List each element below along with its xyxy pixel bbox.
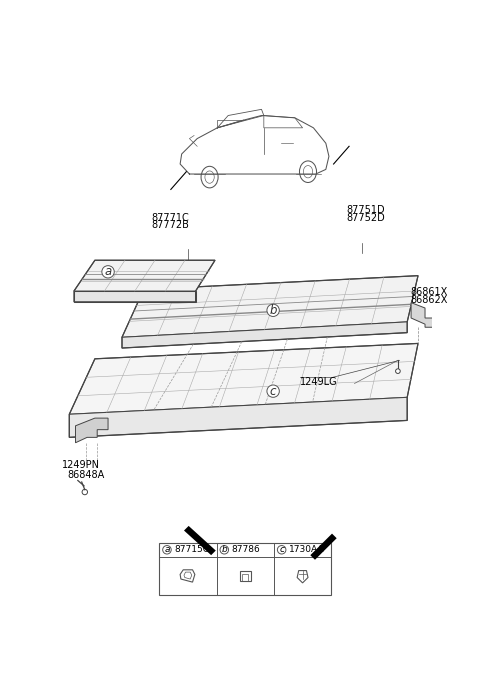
- Bar: [242, 574, 248, 581]
- Text: b: b: [269, 304, 277, 317]
- Text: 86861X: 86861X: [410, 287, 447, 297]
- Polygon shape: [74, 261, 215, 291]
- Text: c: c: [270, 385, 276, 398]
- Circle shape: [277, 545, 286, 554]
- Circle shape: [396, 369, 400, 374]
- Bar: [159, 543, 331, 595]
- Text: b: b: [221, 545, 227, 554]
- Polygon shape: [69, 397, 407, 437]
- Polygon shape: [69, 344, 418, 414]
- Text: 87752D: 87752D: [347, 213, 385, 222]
- Text: 86848A: 86848A: [68, 470, 105, 480]
- Text: 87772B: 87772B: [152, 220, 189, 230]
- Text: 87786: 87786: [231, 545, 260, 554]
- Polygon shape: [311, 534, 336, 560]
- Text: 87751D: 87751D: [347, 205, 385, 215]
- Circle shape: [163, 545, 171, 554]
- Text: 86862X: 86862X: [410, 295, 448, 305]
- Bar: [240, 570, 251, 581]
- Polygon shape: [122, 276, 418, 337]
- Text: 1249PN: 1249PN: [62, 460, 100, 471]
- Text: a: a: [105, 265, 112, 279]
- Text: 1730AA: 1730AA: [288, 545, 324, 554]
- Polygon shape: [74, 291, 196, 302]
- Text: 87715G: 87715G: [174, 545, 210, 554]
- Polygon shape: [184, 526, 216, 555]
- Circle shape: [220, 545, 228, 554]
- Text: a: a: [164, 545, 170, 554]
- Circle shape: [102, 265, 114, 278]
- Text: c: c: [279, 545, 284, 554]
- Polygon shape: [122, 322, 407, 348]
- Text: 87771C: 87771C: [152, 213, 189, 222]
- Circle shape: [267, 304, 279, 317]
- Text: 1249LG: 1249LG: [300, 377, 338, 387]
- Polygon shape: [75, 418, 108, 443]
- Polygon shape: [411, 303, 433, 327]
- Circle shape: [267, 385, 279, 397]
